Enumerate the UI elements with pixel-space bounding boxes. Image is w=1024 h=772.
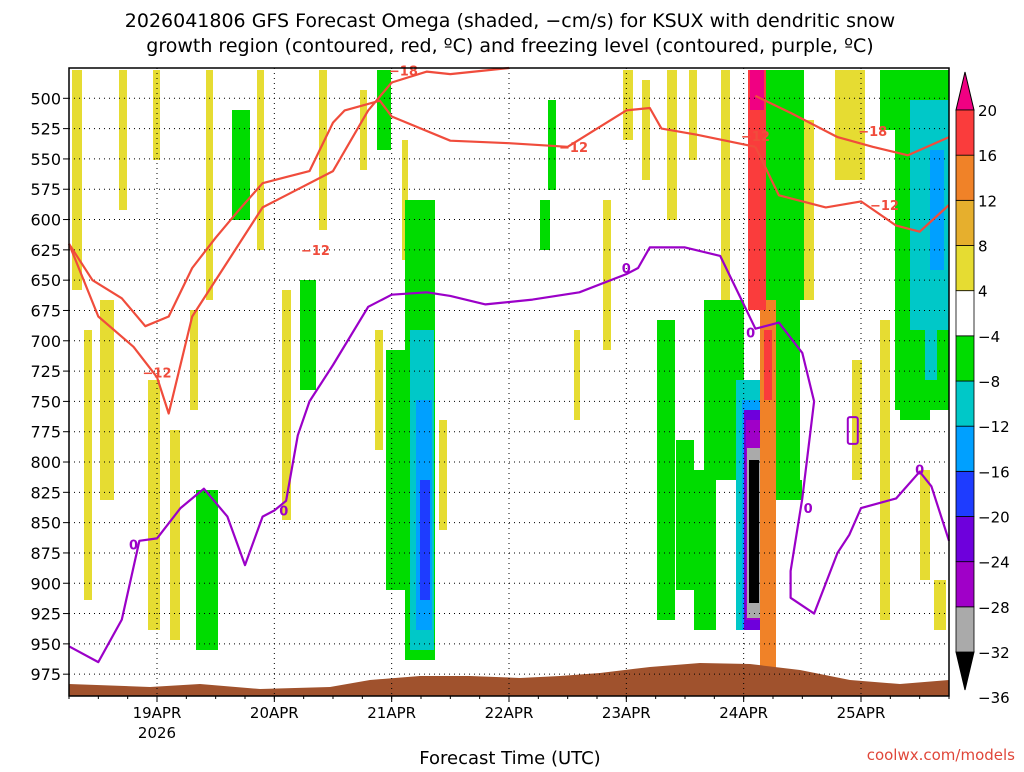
colorbar-swatch <box>955 154 975 201</box>
y-tick-label: 825 <box>30 483 61 502</box>
colorbar-label: −28 <box>978 599 1010 617</box>
y-tick-label: 775 <box>30 423 61 442</box>
x-tick-label: 19APR <box>133 704 182 722</box>
colorbar-swatch <box>955 245 975 292</box>
x-tick-label: 25APR <box>837 704 886 722</box>
chart-title-line1: 2026041806 GFS Forecast Omega (shaded, −… <box>125 10 895 32</box>
y-tick-label: 675 <box>30 301 61 320</box>
x-tick-label: 20APR <box>250 704 299 722</box>
colorbar: 20 16 12 8 4 −4 −8 −12 −16 −20 −24 −28 −32 −36 <box>955 71 1010 707</box>
grid <box>69 68 949 696</box>
colorbar-swatch <box>955 516 975 563</box>
colorbar-extend-low <box>955 651 975 691</box>
colorbar-label: −36 <box>978 689 1010 707</box>
terrain-profile <box>69 663 949 696</box>
dgz-top-label: −18 <box>389 64 418 79</box>
contour-labels: −18 −18 −12 −12 −12 −12 −12 0 0 0 0 0 0 <box>129 64 924 553</box>
y-tick-label: 600 <box>30 211 61 230</box>
colorbar-label: −8 <box>978 373 1000 391</box>
chart-title-line2: growth region (contoured, red, ºC) and f… <box>146 35 873 57</box>
y-tick-label: 950 <box>30 635 61 654</box>
dgz-bottom-label: −12 <box>559 141 588 156</box>
colorbar-label: 4 <box>978 283 988 301</box>
dgz-top-line-2 <box>754 94 950 157</box>
colorbar-swatch <box>955 606 975 653</box>
x-axis-label: Forecast Time (UTC) <box>419 748 600 768</box>
y-tick-label: 700 <box>30 332 61 351</box>
dgz-top-label: −18 <box>858 125 887 140</box>
colorbar-extend-high <box>955 71 975 111</box>
freezing-level-label: 0 <box>622 262 631 277</box>
y-axis-pressure: 500 525 550 575 600 625 650 675 700 725 750 775 800 8… <box>30 89 69 684</box>
x-tick-label: 22APR <box>485 704 534 722</box>
colorbar-swatch <box>955 425 975 472</box>
y-tick-label: 750 <box>30 392 61 411</box>
x-tick-sublabel: 2026 <box>138 724 176 742</box>
freezing-level-loop <box>846 416 859 445</box>
y-tick-label: 500 <box>30 89 61 108</box>
y-tick-label: 650 <box>30 271 61 290</box>
freezing-level-label: 0 <box>804 502 813 517</box>
y-tick-label: 975 <box>30 665 61 684</box>
plot-area: −18 −18 −12 −12 −12 −12 −12 0 0 0 0 0 0 <box>67 64 951 697</box>
colorbar-swatch <box>955 561 975 608</box>
dgz-bottom-label: −12 <box>143 366 172 381</box>
y-tick-label: 900 <box>30 574 61 593</box>
x-tick-label: 24APR <box>719 704 768 722</box>
dgz-top-line-1 <box>67 66 510 415</box>
colorbar-swatch <box>955 199 975 246</box>
colorbar-label: 16 <box>978 147 997 165</box>
y-tick-label: 875 <box>30 544 61 563</box>
dgz-bottom-line-1 <box>68 99 756 328</box>
x-tick-label: 23APR <box>602 704 651 722</box>
colorbar-label: −4 <box>978 328 1000 346</box>
credit-text: coolwx.com/models <box>867 746 1015 764</box>
colorbar-label: −20 <box>978 509 1010 527</box>
dgz-bottom-label: −12 <box>301 244 330 259</box>
y-tick-label: 575 <box>30 180 61 199</box>
dgz-bottom-line-2 <box>754 146 950 233</box>
colorbar-label: 8 <box>978 238 988 256</box>
colorbar-swatch <box>955 335 975 382</box>
y-tick-label: 925 <box>30 605 61 624</box>
colorbar-swatch <box>955 470 975 517</box>
y-tick-label: 525 <box>30 120 61 139</box>
y-tick-label: 850 <box>30 514 61 533</box>
colorbar-label: 20 <box>978 102 997 120</box>
colorbar-swatch <box>955 109 975 156</box>
colorbar-label: 12 <box>978 192 997 210</box>
colorbar-label: −16 <box>978 463 1010 481</box>
freezing-level-label: 0 <box>279 505 288 520</box>
freezing-level-label: 0 <box>915 463 924 478</box>
y-tick-label: 725 <box>30 362 61 381</box>
y-tick-label: 800 <box>30 453 61 472</box>
y-tick-label: 625 <box>30 241 61 260</box>
contour-layer <box>67 66 951 664</box>
colorbar-label: −12 <box>978 418 1010 436</box>
colorbar-swatch <box>955 380 975 427</box>
x-tick-label: 21APR <box>367 704 416 722</box>
y-tick-label: 550 <box>30 150 61 169</box>
dgz-bottom-label: −12 <box>870 199 899 214</box>
colorbar-swatch <box>955 290 975 337</box>
omega-shading <box>72 70 949 680</box>
x-axis-time: 19APR 2026 20APR 21APR 22APR 23APR 24APR 25APR <box>68 696 950 742</box>
freezing-level-line-1 <box>68 246 951 664</box>
dgz-bottom-label: −12 <box>741 130 770 145</box>
freezing-level-label: 0 <box>746 326 755 341</box>
colorbar-label: −24 <box>978 554 1010 572</box>
freezing-level-label: 0 <box>129 538 138 553</box>
colorbar-label: −32 <box>978 644 1010 662</box>
